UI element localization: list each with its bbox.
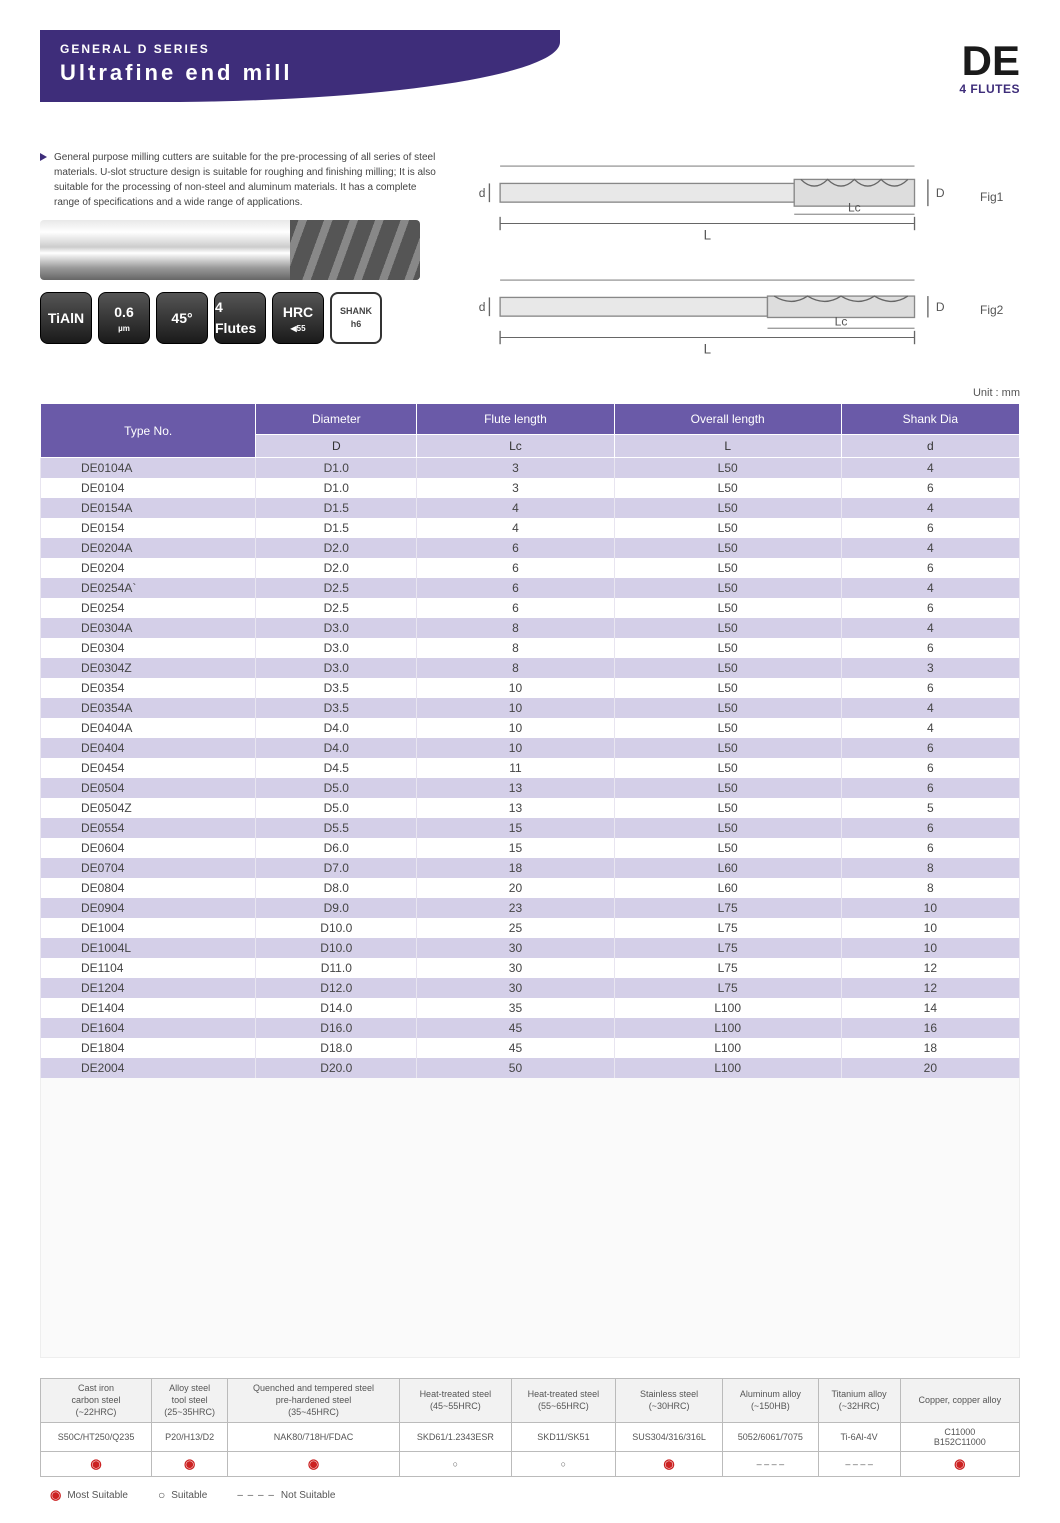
- header-banner: GENERAL D SERIES Ultrafine end mill: [40, 30, 560, 102]
- spec-badge: TiAlN: [40, 292, 92, 344]
- table-row: DE0354AD3.510L504: [41, 698, 1020, 718]
- col-header: Flute length: [417, 404, 614, 435]
- table-row: DE0304D3.08L506: [41, 638, 1020, 658]
- page-header: GENERAL D SERIES Ultrafine end mill DE 4…: [40, 30, 1020, 130]
- svg-text:L: L: [704, 341, 711, 356]
- svg-text:Lc: Lc: [835, 314, 848, 328]
- col-subheader: D: [256, 435, 417, 458]
- badges-row: TiAlN0.6µm45°4 FlutesHRC◀55SHANKh6: [40, 292, 440, 344]
- material-header: Alloy steeltool steel(25~35HRC): [152, 1379, 228, 1423]
- table-row: DE1004D10.025L7510: [41, 918, 1020, 938]
- material-header: Heat-treated steel(55~65HRC): [511, 1379, 615, 1423]
- col-subheader: L: [614, 435, 841, 458]
- table-row: DE1604D16.045L10016: [41, 1018, 1020, 1038]
- legend-no: Not Suitable: [281, 1490, 335, 1501]
- svg-text:L: L: [704, 228, 711, 243]
- material-header: Cast ironcarbon steel(~22HRC): [41, 1379, 152, 1423]
- table-row: DE0204AD2.06L504: [41, 538, 1020, 558]
- svg-text:d: d: [479, 299, 486, 313]
- table-row: DE0304AD3.08L504: [41, 618, 1020, 638]
- code-main: DE: [959, 40, 1020, 82]
- fig1-label: Fig1: [980, 190, 1020, 204]
- table-row: DE0254D2.56L506: [41, 598, 1020, 618]
- material-header: Quenched and tempered steelpre-hardened …: [228, 1379, 400, 1423]
- spec-badge: 0.6µm: [98, 292, 150, 344]
- tool-photo: [40, 220, 420, 280]
- svg-text:D: D: [936, 186, 945, 200]
- table-row: DE0604D6.015L506: [41, 838, 1020, 858]
- table-row: DE0554D5.515L506: [41, 818, 1020, 838]
- table-row: DE0104AD1.03L504: [41, 458, 1020, 479]
- col-header: Shank Dia: [841, 404, 1019, 435]
- table-empty-area: [40, 1078, 1020, 1358]
- svg-text:Lc: Lc: [848, 200, 861, 214]
- col-header: Type No.: [41, 404, 256, 458]
- table-row: DE0404AD4.010L504: [41, 718, 1020, 738]
- table-row: DE0404D4.010L506: [41, 738, 1020, 758]
- legend-most: Most Suitable: [67, 1490, 128, 1501]
- table-row: DE0704D7.018L608: [41, 858, 1020, 878]
- col-subheader: d: [841, 435, 1019, 458]
- table-row: DE1204D12.030L7512: [41, 978, 1020, 998]
- table-row: DE0154D1.54L506: [41, 518, 1020, 538]
- unit-label: Unit : mm: [40, 387, 1020, 399]
- material-header: Stainless steel(~30HRC): [616, 1379, 723, 1423]
- col-header: Diameter: [256, 404, 417, 435]
- intro-row: General purpose milling cutters are suit…: [40, 150, 1020, 377]
- spec-badge: 4 Flutes: [214, 292, 266, 344]
- svg-text:D: D: [936, 299, 945, 313]
- col-header: Overall length: [614, 404, 841, 435]
- table-row: DE1404D14.035L10014: [41, 998, 1020, 1018]
- spec-badge: HRC◀55: [272, 292, 324, 344]
- intro-paragraph: General purpose milling cutters are suit…: [54, 152, 436, 208]
- fig2-label: Fig2: [980, 303, 1020, 317]
- material-header: Heat-treated steel(45~55HRC): [399, 1379, 511, 1423]
- product-code: DE 4 FLUTES: [959, 40, 1020, 96]
- table-row: DE0304ZD3.08L503: [41, 658, 1020, 678]
- table-row: DE0504ZD5.013L505: [41, 798, 1020, 818]
- material-header: Titanium alloy(~32HRC): [818, 1379, 900, 1423]
- table-row: DE0154AD1.54L504: [41, 498, 1020, 518]
- technical-diagrams: L Lc d D Fig1 L Lc d D: [460, 150, 1020, 377]
- table-row: DE0504D5.013L506: [41, 778, 1020, 798]
- table-row: DE2004D20.050L10020: [41, 1058, 1020, 1078]
- materials-table: Cast ironcarbon steel(~22HRC)Alloy steel…: [40, 1378, 1020, 1477]
- diagram-fig1: L Lc d D: [460, 150, 968, 244]
- spec-badge: 45°: [156, 292, 208, 344]
- table-row: DE0254A`D2.56L504: [41, 578, 1020, 598]
- table-row: DE1104D11.030L7512: [41, 958, 1020, 978]
- table-row: DE0204D2.06L506: [41, 558, 1020, 578]
- material-header: Aluminum alloy(~150HB): [723, 1379, 818, 1423]
- table-row: DE0454D4.511L506: [41, 758, 1020, 778]
- table-row: DE1804D18.045L10018: [41, 1038, 1020, 1058]
- table-row: DE1004LD10.030L7510: [41, 938, 1020, 958]
- table-row: DE0904D9.023L7510: [41, 898, 1020, 918]
- spec-badge: SHANKh6: [330, 292, 382, 344]
- table-row: DE0354D3.510L506: [41, 678, 1020, 698]
- diagram-fig2: L Lc d D: [460, 264, 968, 358]
- spec-table: Type No.DiameterFlute lengthOverall leng…: [40, 403, 1020, 1078]
- svg-text:d: d: [479, 186, 486, 200]
- col-subheader: Lc: [417, 435, 614, 458]
- intro-text: General purpose milling cutters are suit…: [40, 150, 440, 377]
- code-sub: 4 FLUTES: [959, 82, 1020, 96]
- table-row: DE0104D1.03L506: [41, 478, 1020, 498]
- product-title: Ultrafine end mill: [60, 60, 540, 86]
- series-label: GENERAL D SERIES: [60, 42, 540, 56]
- table-row: DE0804D8.020L608: [41, 878, 1020, 898]
- suitability-legend: ◉Most Suitable ○Suitable – – – –Not Suit…: [40, 1487, 1020, 1503]
- legend-ok: Suitable: [171, 1490, 207, 1501]
- material-header: Copper, copper alloy: [900, 1379, 1019, 1423]
